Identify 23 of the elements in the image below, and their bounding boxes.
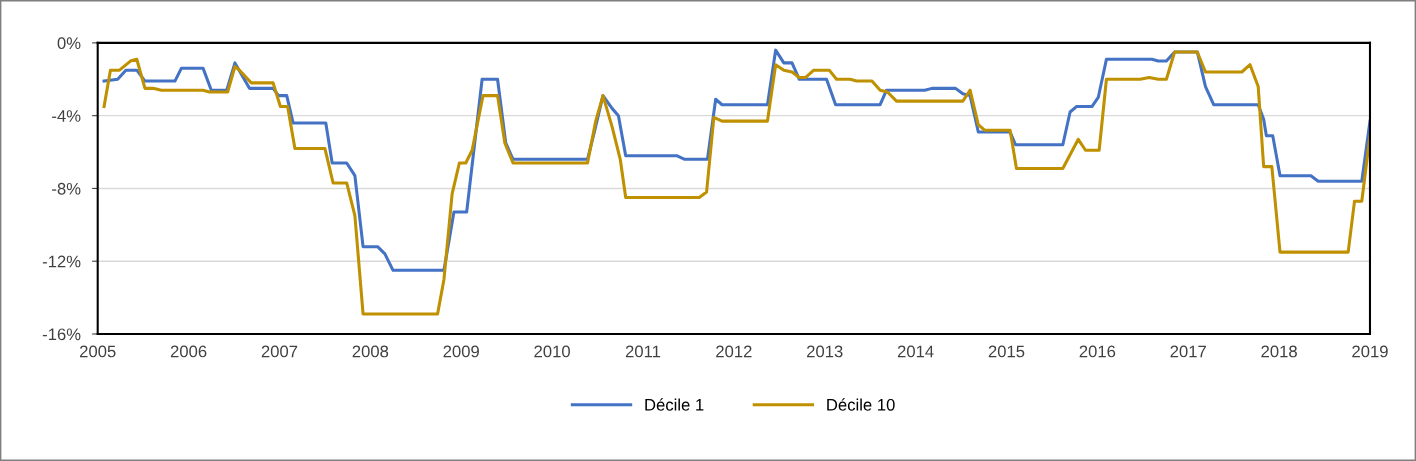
y-tick-label: 0% (57, 37, 81, 50)
x-tick-label: 2011 (625, 345, 661, 358)
y-tick-label: -16% (42, 328, 81, 341)
x-tick-label: 2009 (443, 345, 479, 358)
x-tick-label: 2018 (1261, 345, 1297, 358)
legend-label: Décile 1 (645, 398, 704, 411)
x-tick-label: 2008 (352, 345, 389, 358)
y-tick-label: -12% (42, 255, 81, 268)
x-tick-label: 2015 (988, 345, 1025, 358)
x-tick-label: 2014 (897, 345, 934, 358)
x-tick-label: 2006 (170, 345, 207, 358)
line-series (102, 50, 1370, 316)
y-tick-label: -8% (52, 182, 81, 195)
x-tick-label: 2005 (80, 345, 116, 358)
legend-label: Décile 10 (827, 398, 895, 411)
x-tick-label: 2017 (1170, 345, 1206, 358)
x-tick-label: 2007 (261, 345, 298, 358)
x-tick-label: 2012 (716, 345, 752, 358)
y-tick-label: -4% (52, 110, 81, 122)
x-tick-label: 2016 (1079, 345, 1116, 358)
x-tick-label: 2019 (1352, 345, 1388, 358)
x-tick-label: 2013 (807, 345, 843, 358)
x-tick-label: 2010 (534, 345, 570, 358)
